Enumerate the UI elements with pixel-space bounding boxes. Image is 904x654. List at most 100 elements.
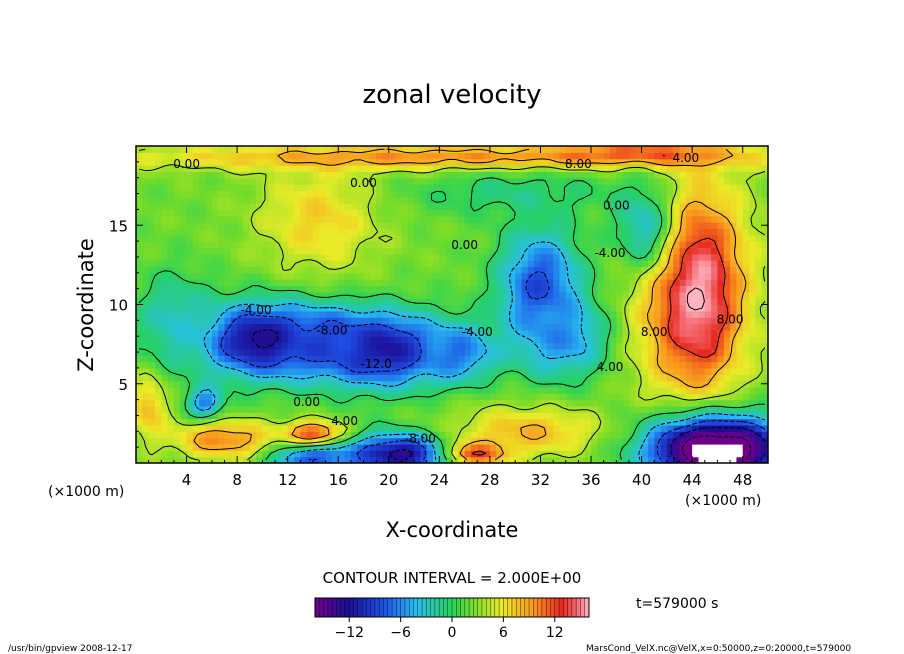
- field-cell: [199, 310, 207, 318]
- field-cell: [154, 253, 162, 261]
- field-cell: [161, 424, 169, 432]
- field-cell: [357, 196, 365, 204]
- field-cell: [199, 298, 207, 306]
- field-cell: [180, 158, 188, 166]
- field-cell: [287, 285, 295, 293]
- field-cell: [218, 260, 226, 268]
- field-cell: [275, 203, 282, 210]
- field-cell: [268, 215, 276, 223]
- field-cell: [641, 380, 649, 388]
- field-cell: [256, 146, 263, 153]
- field-cell: [584, 310, 592, 318]
- field-cell: [616, 184, 624, 191]
- field-cell: [483, 196, 491, 204]
- field-cell: [496, 336, 504, 344]
- field-cell: [546, 279, 554, 287]
- field-cell: [186, 291, 194, 299]
- field-cell: [736, 279, 744, 287]
- field-cell: [641, 361, 649, 369]
- field-cell: [287, 304, 295, 312]
- field-cell: [186, 355, 194, 363]
- field-cell: [426, 374, 434, 382]
- field-cell: [470, 247, 478, 255]
- field-cell: [654, 323, 662, 331]
- field-cell: [717, 348, 725, 356]
- field-cell: [761, 304, 768, 312]
- field-cell: [142, 266, 150, 274]
- field-cell: [224, 158, 232, 166]
- field-cell: [591, 317, 598, 325]
- field-cell: [578, 355, 586, 363]
- field-cell: [426, 158, 434, 166]
- field-cell: [527, 152, 535, 160]
- field-cell: [218, 228, 226, 236]
- field-cell: [249, 329, 257, 337]
- field-cell: [458, 260, 466, 268]
- field-cell: [578, 215, 586, 223]
- field-cell: [527, 190, 535, 198]
- field-cell: [730, 418, 737, 426]
- field-cell: [591, 253, 598, 261]
- field-cell: [420, 361, 428, 369]
- field-cell: [344, 279, 352, 287]
- field-cell: [148, 203, 156, 210]
- field-cell: [319, 361, 327, 369]
- field-cell: [616, 342, 624, 350]
- field-cell: [287, 291, 295, 299]
- field-cell: [508, 329, 516, 337]
- field-cell: [654, 336, 662, 344]
- field-cell: [515, 196, 523, 204]
- field-cell: [445, 393, 453, 401]
- field-cell: [173, 158, 181, 166]
- field-cell: [591, 196, 598, 204]
- field-cell: [262, 234, 270, 242]
- field-cell: [161, 374, 169, 382]
- field-cell: [262, 418, 270, 426]
- field-cell: [173, 285, 181, 293]
- field-cell: [534, 367, 542, 375]
- field-cell: [420, 317, 428, 325]
- field-cell: [338, 196, 346, 204]
- field-cell: [647, 152, 655, 160]
- field-cell: [407, 399, 415, 407]
- field-cell: [679, 266, 687, 274]
- field-cell: [502, 437, 510, 445]
- field-cell: [622, 152, 630, 160]
- field-cell: [407, 196, 415, 204]
- field-cell: [445, 177, 453, 185]
- field-cell: [616, 215, 624, 223]
- field-cell: [755, 272, 763, 280]
- field-cell: [439, 152, 447, 160]
- field-cell: [262, 190, 270, 198]
- field-cell: [439, 177, 447, 185]
- field-cell: [565, 380, 573, 388]
- field-cell: [205, 196, 213, 204]
- field-cell: [312, 329, 320, 337]
- field-cell: [698, 196, 706, 204]
- field-cell: [647, 203, 655, 210]
- field-cell: [388, 386, 396, 394]
- field-cell: [281, 146, 289, 153]
- field-cell: [275, 253, 282, 261]
- field-cell: [357, 158, 365, 166]
- field-cell: [281, 279, 289, 287]
- field-cell: [591, 310, 598, 318]
- field-cell: [363, 336, 371, 344]
- field-cell: [534, 146, 542, 153]
- field-cell: [388, 298, 396, 306]
- field-cell: [470, 209, 478, 217]
- field-cell: [584, 443, 592, 451]
- field-cell: [205, 279, 213, 287]
- field-cell: [723, 222, 731, 230]
- field-cell: [546, 310, 554, 318]
- field-cell: [414, 165, 421, 172]
- field-cell: [736, 374, 744, 382]
- field-cell: [325, 228, 333, 236]
- field-cell: [294, 279, 301, 287]
- field-cell: [464, 228, 472, 236]
- field-cell: [262, 329, 270, 337]
- field-cell: [521, 152, 529, 160]
- field-cell: [610, 291, 617, 299]
- field-cell: [205, 317, 213, 325]
- field-cell: [616, 247, 624, 255]
